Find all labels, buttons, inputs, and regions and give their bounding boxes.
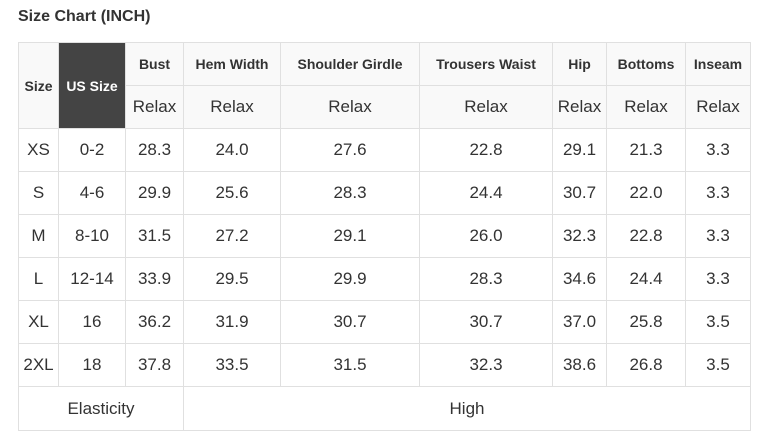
size-cell: XL — [18, 300, 59, 344]
value-cell: 33.9 — [125, 257, 184, 301]
value-cell: 30.7 — [280, 300, 420, 344]
value-cell: 32.3 — [552, 214, 607, 258]
size-cell: L — [18, 257, 59, 301]
header-hip: Hip — [552, 42, 607, 86]
table-row: M 8-10 31.5 27.2 29.1 26.0 32.3 22.8 3.3 — [18, 214, 751, 258]
subheader-relax: Relax — [606, 85, 686, 129]
subheader-relax: Relax — [125, 85, 184, 129]
value-cell: 22.8 — [419, 128, 553, 172]
elasticity-label: Elasticity — [18, 386, 184, 431]
value-cell: 29.9 — [125, 171, 184, 215]
subheader-relax: Relax — [685, 85, 751, 129]
header-size: Size — [18, 42, 59, 129]
size-chart-table: Size US Size Bust Hem Width Shoulder Girdl… — [18, 42, 751, 431]
value-cell: 24.4 — [606, 257, 686, 301]
value-cell: 32.3 — [419, 343, 553, 387]
us-size-cell: 12-14 — [58, 257, 126, 301]
header-bottoms: Bottoms — [606, 42, 686, 86]
value-cell: 3.3 — [685, 214, 751, 258]
table-row: XS 0-2 28.3 24.0 27.6 22.8 29.1 21.3 3.3 — [18, 128, 751, 172]
value-cell: 22.0 — [606, 171, 686, 215]
us-size-cell: 16 — [58, 300, 126, 344]
value-cell: 26.8 — [606, 343, 686, 387]
value-cell: 3.3 — [685, 257, 751, 301]
us-size-cell: 18 — [58, 343, 126, 387]
header-us-size: US Size — [58, 42, 126, 129]
value-cell: 31.9 — [183, 300, 281, 344]
size-cell: XS — [18, 128, 59, 172]
value-cell: 3.3 — [685, 128, 751, 172]
header-shoulder-girdle: Shoulder Girdle — [280, 42, 420, 86]
size-cell: M — [18, 214, 59, 258]
value-cell: 3.3 — [685, 171, 751, 215]
subheader-relax: Relax — [183, 85, 281, 129]
header-bust: Bust — [125, 42, 184, 86]
subheader-relax: Relax — [280, 85, 420, 129]
page-title: Size Chart (INCH) — [18, 8, 151, 25]
size-cell: S — [18, 171, 59, 215]
us-size-cell: 0-2 — [58, 128, 126, 172]
value-cell: 3.5 — [685, 300, 751, 344]
size-cell: 2XL — [18, 343, 59, 387]
subheader-relax: Relax — [552, 85, 607, 129]
value-cell: 25.6 — [183, 171, 281, 215]
value-cell: 27.6 — [280, 128, 420, 172]
value-cell: 31.5 — [125, 214, 184, 258]
value-cell: 34.6 — [552, 257, 607, 301]
elasticity-row: Elasticity High — [18, 386, 751, 431]
table-row: L 12-14 33.9 29.5 29.9 28.3 34.6 24.4 3.3 — [18, 257, 751, 301]
value-cell: 24.4 — [419, 171, 553, 215]
table-row: S 4-6 29.9 25.6 28.3 24.4 30.7 22.0 3.3 — [18, 171, 751, 215]
value-cell: 25.8 — [606, 300, 686, 344]
value-cell: 27.2 — [183, 214, 281, 258]
value-cell: 24.0 — [183, 128, 281, 172]
table-row: 2XL 18 37.8 33.5 31.5 32.3 38.6 26.8 3.5 — [18, 343, 751, 387]
value-cell: 3.5 — [685, 343, 751, 387]
value-cell: 29.1 — [280, 214, 420, 258]
header-trousers-waist: Trousers Waist — [419, 42, 553, 86]
value-cell: 29.9 — [280, 257, 420, 301]
value-cell: 37.8 — [125, 343, 184, 387]
table-row: XL 16 36.2 31.9 30.7 30.7 37.0 25.8 3.5 — [18, 300, 751, 344]
value-cell: 38.6 — [552, 343, 607, 387]
header-inseam: Inseam — [685, 42, 751, 86]
value-cell: 22.8 — [606, 214, 686, 258]
value-cell: 26.0 — [419, 214, 553, 258]
value-cell: 28.3 — [125, 128, 184, 172]
elasticity-value: High — [183, 386, 751, 431]
us-size-cell: 4-6 — [58, 171, 126, 215]
us-size-cell: 8-10 — [58, 214, 126, 258]
value-cell: 29.5 — [183, 257, 281, 301]
value-cell: 28.3 — [280, 171, 420, 215]
value-cell: 33.5 — [183, 343, 281, 387]
value-cell: 37.0 — [552, 300, 607, 344]
value-cell: 31.5 — [280, 343, 420, 387]
value-cell: 21.3 — [606, 128, 686, 172]
value-cell: 30.7 — [552, 171, 607, 215]
value-cell: 29.1 — [552, 128, 607, 172]
value-cell: 28.3 — [419, 257, 553, 301]
value-cell: 30.7 — [419, 300, 553, 344]
header-hem-width: Hem Width — [183, 42, 281, 86]
subheader-relax: Relax — [419, 85, 553, 129]
value-cell: 36.2 — [125, 300, 184, 344]
